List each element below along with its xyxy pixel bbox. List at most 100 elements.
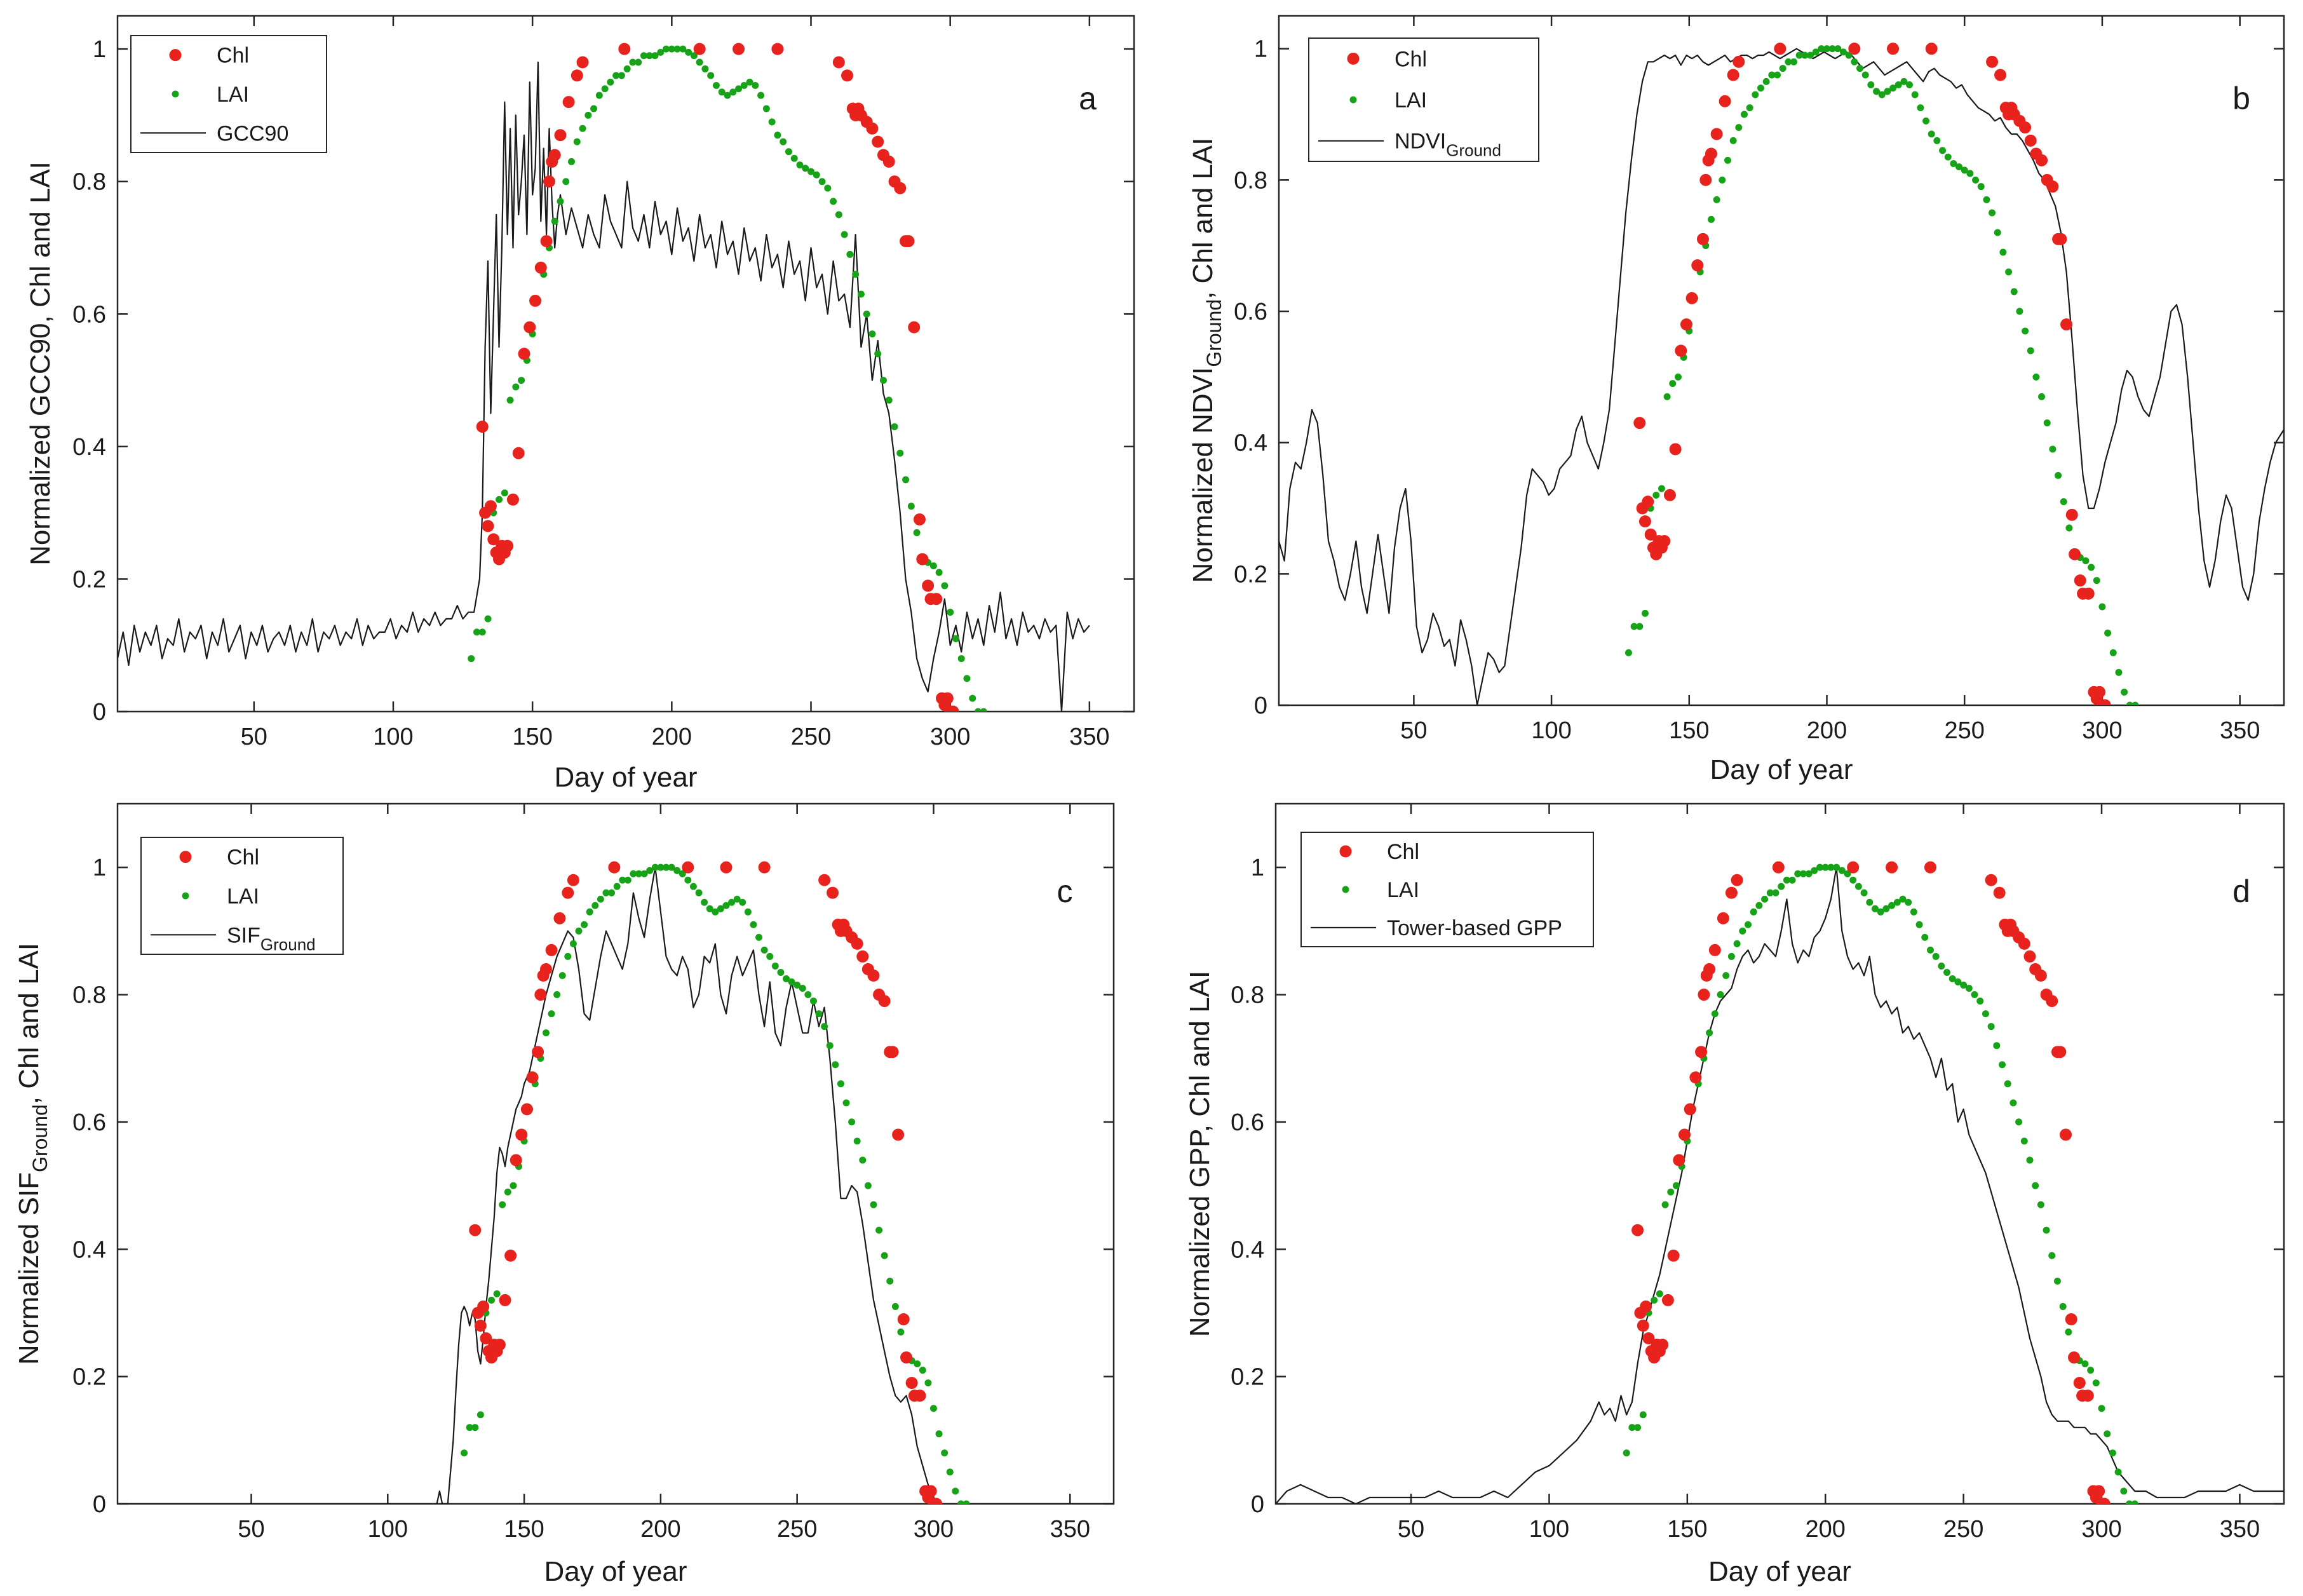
- legend-label: NDVIGround: [1395, 130, 1501, 160]
- lai-point: [471, 1424, 479, 1431]
- lai-point: [975, 708, 982, 712]
- chl-point: [922, 579, 935, 592]
- x-tick-label: 350: [1050, 1516, 1090, 1543]
- lai-point: [595, 91, 603, 99]
- lai-point: [1733, 940, 1741, 947]
- chl-point: [1642, 496, 1654, 508]
- lai-point: [2032, 1182, 2039, 1189]
- lai-point: [1851, 58, 1858, 65]
- lai-point: [1954, 978, 1962, 986]
- lai-point: [1987, 1023, 1995, 1031]
- lai-point: [2092, 1379, 2100, 1387]
- chl-point: [1633, 417, 1646, 429]
- lai-point: [1779, 65, 1786, 72]
- x-tick-label: 300: [914, 1516, 954, 1543]
- lai-point: [874, 350, 882, 358]
- chl-point: [520, 1103, 533, 1116]
- lai-point: [512, 383, 520, 391]
- lai-point: [613, 883, 621, 890]
- y-axis-label-subscript: Ground: [1203, 299, 1226, 367]
- lai-point: [1906, 81, 1914, 88]
- x-tick-label: 100: [368, 1516, 408, 1543]
- chl-point: [480, 1332, 492, 1345]
- chl-point: [1684, 1103, 1696, 1116]
- lai-point: [919, 1367, 926, 1374]
- lai-point: [506, 396, 514, 404]
- chl-point: [477, 1300, 490, 1313]
- chl-point: [506, 493, 519, 506]
- panel-c: 50 100 150 200 250 300 350 0 0.2 0.4 0.6 0.8 1 Day of…: [13, 802, 1115, 1587]
- lai-point: [1960, 982, 1968, 989]
- y-tick-label: 0.6: [72, 1109, 106, 1136]
- legend-label-text: LAI: [1395, 88, 1427, 112]
- legend-marker-lai: [182, 892, 189, 900]
- x-tick-label: 250: [791, 724, 831, 750]
- lai-point: [941, 1449, 949, 1457]
- lai-point: [579, 125, 586, 132]
- chl-point: [2082, 587, 2095, 600]
- lai-point: [935, 569, 943, 576]
- chl-point: [562, 96, 575, 109]
- lai-point: [2098, 603, 2106, 611]
- chl-point: [1774, 43, 1786, 55]
- lai-point: [1757, 85, 1764, 92]
- lai-point: [1833, 863, 1840, 871]
- lai-point: [712, 82, 720, 89]
- lai-point: [744, 908, 752, 916]
- lai-point: [679, 45, 687, 53]
- lai-point: [980, 708, 987, 712]
- lai-point: [1735, 124, 1743, 132]
- y-tick-label: 1: [93, 855, 106, 881]
- lai-point: [735, 85, 743, 93]
- lai-point: [1790, 58, 1798, 65]
- legend-label: Chl: [217, 44, 249, 68]
- chl-point: [1710, 128, 1723, 140]
- x-tick-label: 250: [1943, 1516, 1983, 1543]
- legend-label: Chl: [227, 846, 259, 870]
- y-tick-label: 1: [93, 36, 106, 63]
- chl-point: [1727, 69, 1739, 81]
- chl-point: [2046, 995, 2058, 1008]
- lai-point: [1823, 45, 1831, 53]
- chl-point: [947, 705, 959, 712]
- legend-label: LAI: [227, 884, 259, 909]
- x-tick-label: 350: [2220, 717, 2260, 744]
- y-axis-label: Normalized GCC90, Chl and LAI: [25, 161, 56, 565]
- lai-point: [695, 889, 703, 896]
- lai-point: [1854, 883, 1862, 890]
- lai-point: [947, 609, 954, 616]
- lai-point: [733, 895, 741, 903]
- lai-point: [774, 132, 781, 139]
- lai-point: [2121, 688, 2128, 696]
- lai-point: [651, 863, 659, 871]
- lai-point: [722, 902, 730, 909]
- y-axis-label-main: Normalized NDVI: [1187, 367, 1219, 583]
- chl-point: [1638, 515, 1651, 528]
- lai-point: [569, 940, 577, 947]
- y-tick-label: 0.4: [1234, 430, 1267, 457]
- chl-point: [693, 43, 706, 55]
- lai-point: [602, 889, 610, 896]
- legend-label: LAI: [1387, 878, 1419, 902]
- chl-point: [1732, 55, 1745, 68]
- chl-point: [501, 539, 514, 552]
- chl-point: [841, 69, 853, 82]
- chl-point: [1656, 1339, 1669, 1351]
- lai-point: [857, 290, 865, 298]
- lai-point: [568, 158, 576, 165]
- lai-point: [2020, 1137, 2028, 1145]
- lai-point: [802, 165, 809, 172]
- lai-point: [2088, 564, 2095, 571]
- chl-point: [682, 861, 694, 874]
- chl-point: [532, 1046, 544, 1058]
- x-tick-label: 150: [504, 1516, 544, 1543]
- lai-point: [1795, 51, 1803, 59]
- lai-point: [848, 1118, 856, 1126]
- chl-point: [504, 1249, 517, 1262]
- chl-point: [1994, 69, 2007, 81]
- lai-point: [907, 503, 915, 510]
- chl-point: [1637, 1319, 1649, 1332]
- y-tick-label: 0.8: [72, 982, 106, 1009]
- lai-point: [1651, 1296, 1658, 1304]
- lai-point: [1911, 91, 1919, 98]
